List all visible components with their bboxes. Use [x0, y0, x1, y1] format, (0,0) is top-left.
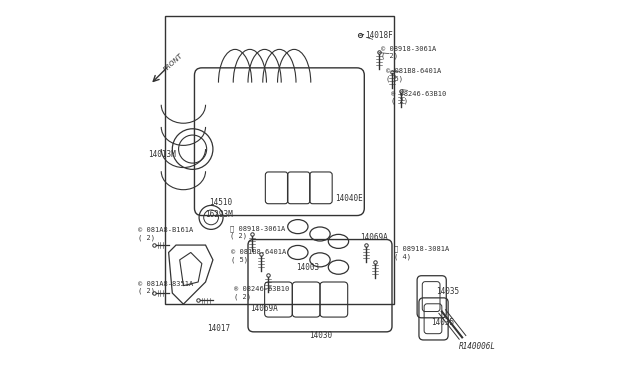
Text: ® 08246-63B10
( 2): ® 08246-63B10 ( 2) [234, 286, 289, 300]
Text: 14030: 14030 [309, 331, 332, 340]
Text: ® 08246-63B10
( 2): ® 08246-63B10 ( 2) [391, 91, 447, 104]
Text: 14040E: 14040E [335, 195, 362, 203]
Text: 14003: 14003 [296, 263, 319, 272]
Text: 14017: 14017 [207, 324, 230, 333]
Text: © 081B8-6401A
( 5): © 081B8-6401A ( 5) [387, 68, 442, 82]
Text: © 081B8-6401A
( 5): © 081B8-6401A ( 5) [230, 249, 286, 263]
Text: Ⓝ 08918-3061A
( 2): Ⓝ 08918-3061A ( 2) [230, 225, 285, 239]
Text: 14510: 14510 [209, 198, 232, 207]
Text: 14069A: 14069A [250, 304, 278, 313]
Text: 14035: 14035 [436, 287, 460, 296]
Text: © 081A8-B161A
( 2): © 081A8-B161A ( 2) [138, 227, 193, 241]
Text: R140006L: R140006L [458, 342, 495, 351]
Text: FRONT: FRONT [163, 52, 184, 73]
Text: 14013M: 14013M [148, 150, 176, 159]
Text: 16293M: 16293M [205, 210, 232, 219]
Text: © 081A8-8351A
( 2): © 081A8-8351A ( 2) [138, 281, 193, 294]
Text: Ⓝ 08918-3081A
( 4): Ⓝ 08918-3081A ( 4) [394, 246, 449, 260]
Text: 14035: 14035 [431, 318, 454, 327]
Text: © 08918-3061A
( 2): © 08918-3061A ( 2) [381, 46, 436, 59]
Text: 14069A: 14069A [360, 233, 388, 242]
Text: 14018F: 14018F [365, 31, 393, 40]
